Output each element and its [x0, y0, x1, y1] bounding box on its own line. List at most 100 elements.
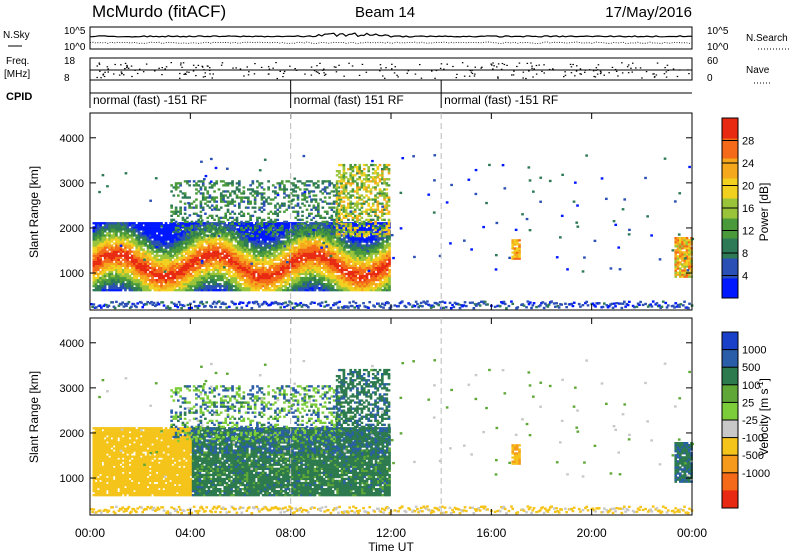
range-gate-cell	[216, 260, 220, 263]
range-gate-cell	[174, 210, 178, 213]
range-gate-cell	[177, 234, 180, 238]
range-gate-cell	[182, 258, 186, 261]
range-gate-cell	[103, 224, 107, 227]
range-gate-cell	[158, 242, 161, 245]
range-gate-cell	[223, 246, 227, 249]
range-gate-cell	[164, 236, 168, 239]
range-gate-cell	[237, 276, 240, 280]
nave-point	[120, 64, 122, 66]
range-gate-cell	[94, 254, 98, 257]
range-gate-cell	[231, 220, 234, 224]
range-gate-cell	[266, 285, 269, 288]
range-gate-cell	[361, 266, 364, 270]
range-gate-cell	[207, 250, 211, 253]
range-gate-cell	[234, 268, 238, 272]
range-gate-cell	[334, 240, 337, 243]
range-gate-cell	[307, 258, 310, 261]
range-gate-cell	[110, 278, 114, 282]
range-gate-cell	[139, 258, 143, 261]
range-gate-cell	[195, 192, 198, 195]
range-gate-cell	[94, 266, 98, 270]
range-gate-cell	[241, 289, 245, 292]
range-gate-cell	[370, 222, 373, 225]
range-gate-cell	[187, 242, 190, 245]
range-gate-cell	[177, 182, 180, 185]
range-gate-cell	[139, 268, 143, 272]
range-gate-cell	[304, 262, 308, 266]
range-gate-cell	[128, 283, 132, 286]
range-gate-cell	[158, 276, 161, 280]
range-gate-cell	[187, 274, 190, 278]
range-gate-cell	[270, 248, 274, 251]
range-gate-cell	[135, 234, 139, 237]
nave-point	[120, 71, 123, 73]
range-gate-cell	[169, 224, 172, 227]
range-gate-cell	[248, 252, 251, 255]
range-gate-cell	[198, 234, 202, 237]
range-gate-cell	[279, 240, 283, 243]
range-gate-cell	[377, 238, 380, 241]
range-gate-cell	[228, 224, 231, 227]
nave-point	[490, 63, 492, 65]
range-gate-cell	[386, 230, 389, 233]
range-gate-cell	[101, 236, 105, 239]
range-gate-cell	[103, 258, 107, 261]
range-gate-cell	[139, 248, 143, 251]
range-gate-cell	[205, 256, 209, 259]
range-gate-cell	[151, 226, 154, 229]
range-gate-cell	[216, 242, 220, 245]
range-gate-cell	[207, 252, 211, 255]
range-gate-cell	[325, 254, 328, 257]
range-gate-cell	[374, 266, 378, 270]
range-gate-cell	[232, 228, 236, 231]
range-gate-cell	[101, 276, 105, 280]
range-gate-cell	[234, 289, 238, 292]
range-gate-cell	[164, 287, 168, 290]
range-gate-cell	[194, 226, 197, 229]
range-gate-cell	[178, 240, 181, 243]
range-gate-cell	[282, 232, 285, 235]
range-gate-cell	[151, 272, 154, 276]
range-gate-cell	[214, 258, 218, 261]
range-gate-cell	[121, 287, 125, 290]
range-gate-cell	[352, 254, 355, 257]
range-gate-cell	[322, 258, 326, 261]
range-gate-cell	[311, 244, 315, 247]
range-gate-cell	[294, 184, 298, 187]
range-gate-cell	[282, 240, 285, 243]
range-gate-cell	[178, 272, 181, 276]
range-gate-cell	[370, 276, 373, 280]
range-gate-cell	[153, 244, 157, 247]
range-gate-cell	[253, 198, 257, 201]
range-gate-cell	[210, 234, 214, 238]
range-gate-cell	[214, 272, 218, 276]
range-gate-cell	[309, 252, 312, 255]
range-gate-cell	[318, 242, 321, 245]
range-gate-cell	[182, 254, 186, 257]
range-gate-cell	[133, 280, 136, 284]
range-gate-cell	[343, 246, 346, 249]
range-gate-cell	[284, 264, 288, 268]
range-gate-cell	[300, 278, 303, 282]
range-gate-cell	[259, 280, 263, 284]
nave-point	[603, 74, 605, 76]
range-gate-cell	[169, 246, 172, 249]
range-gate-cell	[180, 287, 184, 290]
range-gate-cell	[139, 280, 143, 284]
range-gate-cell	[260, 182, 264, 185]
range-gate-cell	[101, 260, 105, 263]
range-gate-cell	[194, 256, 197, 259]
range-gate-cell	[124, 230, 127, 233]
range-gate-cell	[174, 212, 178, 215]
range-gate-cell	[316, 250, 319, 253]
range-gate-cell	[379, 258, 382, 261]
range-gate-cell	[121, 268, 125, 272]
range-gate-cell	[119, 252, 123, 255]
range-gate-cell	[316, 242, 319, 245]
range-gate-cell	[250, 266, 254, 270]
range-gate-cell	[112, 276, 116, 280]
range-gate-cell	[370, 244, 373, 247]
range-gate-cell	[283, 204, 286, 207]
range-gate-cell	[124, 238, 127, 241]
range-gate-cell	[103, 226, 107, 229]
